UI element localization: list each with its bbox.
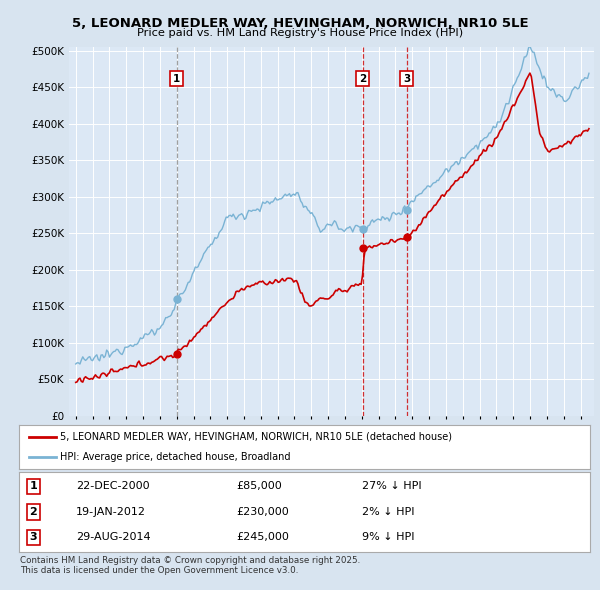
Text: Price paid vs. HM Land Registry's House Price Index (HPI): Price paid vs. HM Land Registry's House … xyxy=(137,28,463,38)
Text: £230,000: £230,000 xyxy=(236,507,289,517)
Text: 5, LEONARD MEDLER WAY, HEVINGHAM, NORWICH, NR10 5LE: 5, LEONARD MEDLER WAY, HEVINGHAM, NORWIC… xyxy=(71,17,529,30)
Text: 29-AUG-2014: 29-AUG-2014 xyxy=(76,532,151,542)
Text: 3: 3 xyxy=(29,532,37,542)
Text: £85,000: £85,000 xyxy=(236,481,282,491)
Text: 2: 2 xyxy=(359,74,367,84)
Text: 5, LEONARD MEDLER WAY, HEVINGHAM, NORWICH, NR10 5LE (detached house): 5, LEONARD MEDLER WAY, HEVINGHAM, NORWIC… xyxy=(61,432,452,442)
Text: 2: 2 xyxy=(29,507,37,517)
Text: Contains HM Land Registry data © Crown copyright and database right 2025.
This d: Contains HM Land Registry data © Crown c… xyxy=(20,556,361,575)
Text: £245,000: £245,000 xyxy=(236,532,289,542)
Text: 9% ↓ HPI: 9% ↓ HPI xyxy=(362,532,415,542)
Text: 27% ↓ HPI: 27% ↓ HPI xyxy=(362,481,422,491)
Text: 1: 1 xyxy=(29,481,37,491)
Text: 22-DEC-2000: 22-DEC-2000 xyxy=(76,481,150,491)
Text: HPI: Average price, detached house, Broadland: HPI: Average price, detached house, Broa… xyxy=(61,452,291,462)
Text: 2% ↓ HPI: 2% ↓ HPI xyxy=(362,507,415,517)
Text: 3: 3 xyxy=(403,74,410,84)
Text: 1: 1 xyxy=(173,74,181,84)
Text: 19-JAN-2012: 19-JAN-2012 xyxy=(76,507,146,517)
